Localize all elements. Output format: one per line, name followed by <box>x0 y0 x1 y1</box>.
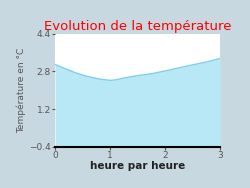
Y-axis label: Température en °C: Température en °C <box>17 48 26 133</box>
X-axis label: heure par heure: heure par heure <box>90 161 185 171</box>
Title: Evolution de la température: Evolution de la température <box>44 20 231 33</box>
